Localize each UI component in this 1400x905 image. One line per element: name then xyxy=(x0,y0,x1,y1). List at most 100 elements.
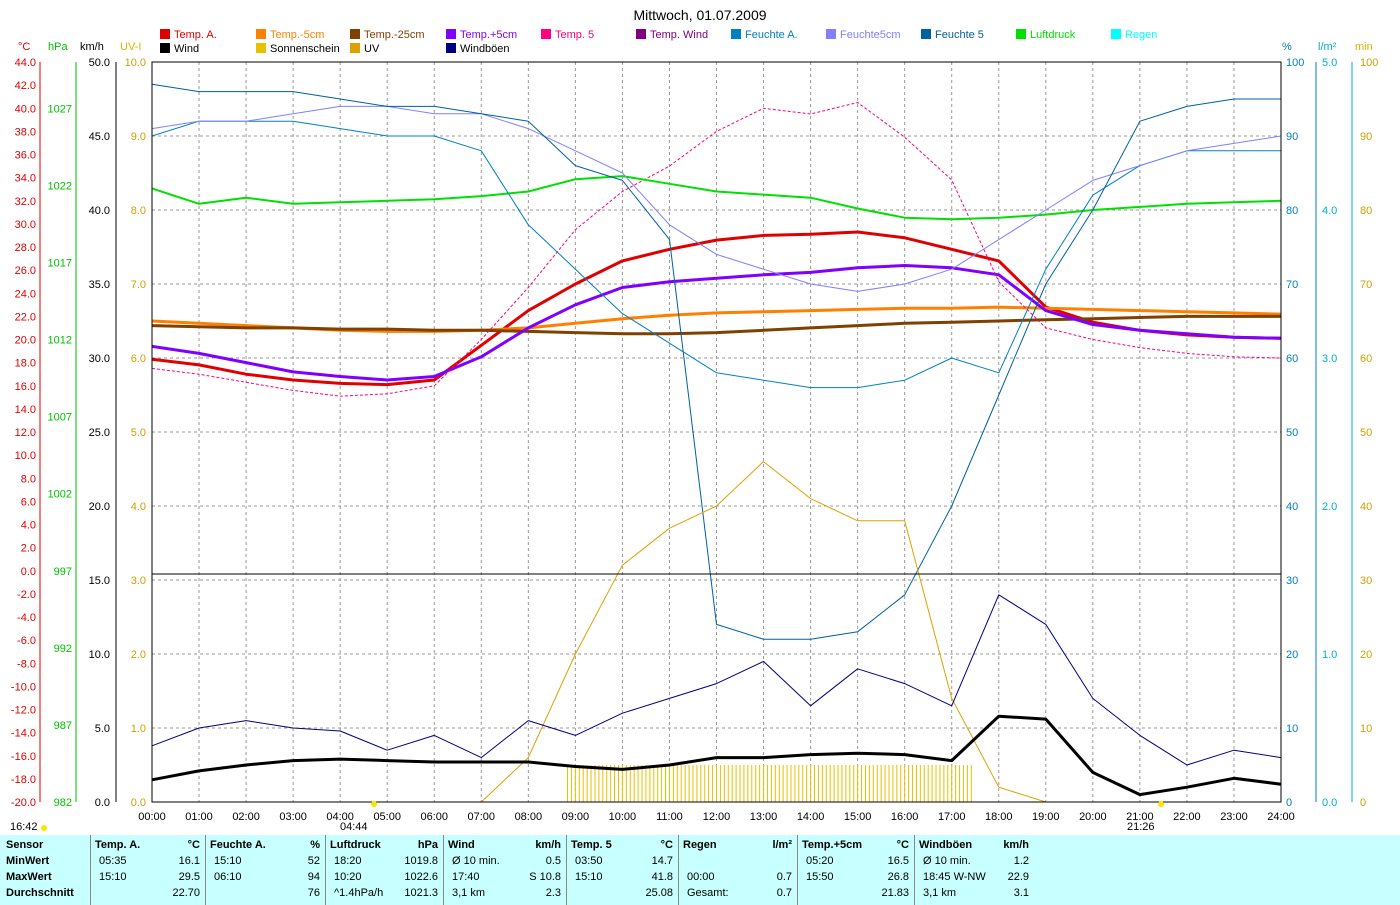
legend-label: Temp.-5cm xyxy=(270,29,324,41)
legend-swatch xyxy=(160,29,170,39)
summary-cell-time: 15:10 xyxy=(214,855,242,867)
temp-tick-label: 32.0 xyxy=(15,196,36,208)
temp-tick-label: 20.0 xyxy=(15,335,36,347)
summary-cell-time: 15:10 xyxy=(99,871,127,883)
pct-tick-label: 100 xyxy=(1286,57,1304,69)
summary-cell-value: 22.70 xyxy=(172,887,200,899)
summary-col: Feuchte A.% 15:10 52 06:10 94 76 xyxy=(205,835,326,905)
legend: Temp. A. Wind Temp.-5cm Sonnenschein Temp.-2… xyxy=(160,29,1157,55)
temp-tick-label: 4.0 xyxy=(21,520,36,532)
hpa-tick-label: 1012 xyxy=(48,335,72,347)
kmh-tick-label: 50.0 xyxy=(89,57,110,69)
uv-tick-label: 6.0 xyxy=(131,353,146,365)
temp-tick-label: -4.0 xyxy=(17,612,36,624)
summary-cell-value: 1022.6 xyxy=(404,871,438,883)
summary-col: Temp. 5 °C 03:50 14.7 15:10 41.8 25.08 xyxy=(566,835,679,905)
temp-tick-label: 8.0 xyxy=(21,473,36,485)
summary-cell-value: 16.5 xyxy=(887,855,909,867)
axis-units: °C hPa km/h UV-I % l/m² min xyxy=(18,41,1373,53)
time-tick-label: 17:00 xyxy=(938,811,966,823)
kmh-tick-label: 40.0 xyxy=(89,205,110,217)
legend-swatch xyxy=(731,29,741,39)
legend-swatch xyxy=(256,43,266,53)
temp-tick-label: -18.0 xyxy=(11,774,36,786)
min-tick-label: 90 xyxy=(1360,131,1372,143)
summary-col: Luftdruck hPa 18:20 1019.8 10:20 1022.6 ^1.4hP… xyxy=(325,835,444,905)
time-tick-label: 03:00 xyxy=(279,811,307,823)
summary-cell-value: 52 xyxy=(307,855,320,867)
summary-cell-time: 17:40 xyxy=(452,871,480,883)
pct-tick-label: 50 xyxy=(1286,427,1298,439)
temp-tick-label: -2.0 xyxy=(17,589,36,601)
summary-col-unit: °C xyxy=(660,839,673,851)
uv-tick-label: 7.0 xyxy=(131,279,146,291)
kmh-tick-label: 0.0 xyxy=(95,797,110,809)
lm2-tick-label: 4.0 xyxy=(1322,205,1337,217)
legend-label: UV xyxy=(364,43,380,55)
legend-swatch xyxy=(826,29,836,39)
time-tick-label: 06:00 xyxy=(420,811,448,823)
legend-swatch xyxy=(350,29,360,39)
time-tick-label: 09:00 xyxy=(562,811,590,823)
summary-cell-value: 26.8 xyxy=(887,871,909,883)
time-tick-label: 24:00 xyxy=(1267,811,1295,823)
temp-tick-label: 6.0 xyxy=(21,496,36,508)
sunrise-time: 04:44 xyxy=(340,821,368,833)
min-tick-label: 100 xyxy=(1360,57,1378,69)
summary-cell-time: Ø 10 min. xyxy=(923,855,971,867)
sunset-time: 21:26 xyxy=(1127,821,1155,833)
time-tick-label: 08:00 xyxy=(515,811,543,823)
temp-tick-label: 40.0 xyxy=(15,103,36,115)
temp-tick-label: 28.0 xyxy=(15,242,36,254)
pct-tick-label: 30 xyxy=(1286,575,1298,587)
summary-cell-time: Gesamt: xyxy=(687,887,729,899)
hpa-tick-label: 1017 xyxy=(48,257,72,269)
summary-col-header: Luftdruck xyxy=(330,839,381,851)
hpa-tick-label: 987 xyxy=(54,720,72,732)
summary-row-labels: Sensor MinWert MaxWert Durchschnitt xyxy=(0,835,90,905)
temp-tick-label: 0.0 xyxy=(21,566,36,578)
summary-col-header: Windböen xyxy=(919,839,973,851)
kmh-unit: km/h xyxy=(80,41,104,53)
kmh-tick-label: 15.0 xyxy=(89,575,110,587)
uv-tick-label: 10.0 xyxy=(125,57,146,69)
temp-tick-label: 12.0 xyxy=(15,427,36,439)
lm2-tick-label: 2.0 xyxy=(1322,501,1337,513)
kmh-tick-label: 35.0 xyxy=(89,279,110,291)
summary-col-unit: % xyxy=(310,839,320,851)
temp-tick-label: -16.0 xyxy=(11,751,36,763)
uv-tick-label: 1.0 xyxy=(131,723,146,735)
summary-col-header: Temp.+5cm xyxy=(802,839,863,851)
hpa-tick-label: 982 xyxy=(54,797,72,809)
summary-col: Wind km/h Ø 10 min. 0.5 17:40 S 10.8 3,1 km 2.3 xyxy=(443,835,567,905)
hpa-tick-label: 1027 xyxy=(48,103,72,115)
summary-cell-value: 1.2 xyxy=(1013,855,1029,867)
temp-tick-label: -10.0 xyxy=(11,681,36,693)
min-tick-label: 60 xyxy=(1360,353,1372,365)
series-temp-25cm xyxy=(151,314,1281,336)
pct-tick-label: 40 xyxy=(1286,501,1298,513)
pct-tick-label: 10 xyxy=(1286,723,1298,735)
legend-swatch xyxy=(636,29,646,39)
temp-tick-label: -20.0 xyxy=(11,797,36,809)
summary-col-unit: km/h xyxy=(535,839,561,851)
legend-label: Windböen xyxy=(460,43,510,55)
summary-cell-value: 29.5 xyxy=(178,871,200,883)
uv-tick-label: 0.0 xyxy=(131,797,146,809)
summary-cell-time: 15:10 xyxy=(575,871,603,883)
hpa-tick-label: 1022 xyxy=(48,180,72,192)
legend-label: Temp. Wind xyxy=(650,29,708,41)
legend-swatch xyxy=(160,43,170,53)
temp-tick-label: -14.0 xyxy=(11,728,36,740)
time-tick-label: 01:00 xyxy=(185,811,213,823)
hpa-tick-label: 997 xyxy=(54,566,72,578)
summary-col-header: Temp. 5 xyxy=(571,839,612,851)
summary-cell-value: 1019.8 xyxy=(404,855,438,867)
legend-label: Luftdruck xyxy=(1030,29,1076,41)
sun-icon xyxy=(41,825,47,831)
kmh-tick-label: 10.0 xyxy=(89,649,110,661)
summary-cell-time: 10:20 xyxy=(334,871,362,883)
time-tick-label: 15:00 xyxy=(844,811,872,823)
sunshine-bars xyxy=(567,765,972,802)
time-tick-label: 12:00 xyxy=(703,811,731,823)
